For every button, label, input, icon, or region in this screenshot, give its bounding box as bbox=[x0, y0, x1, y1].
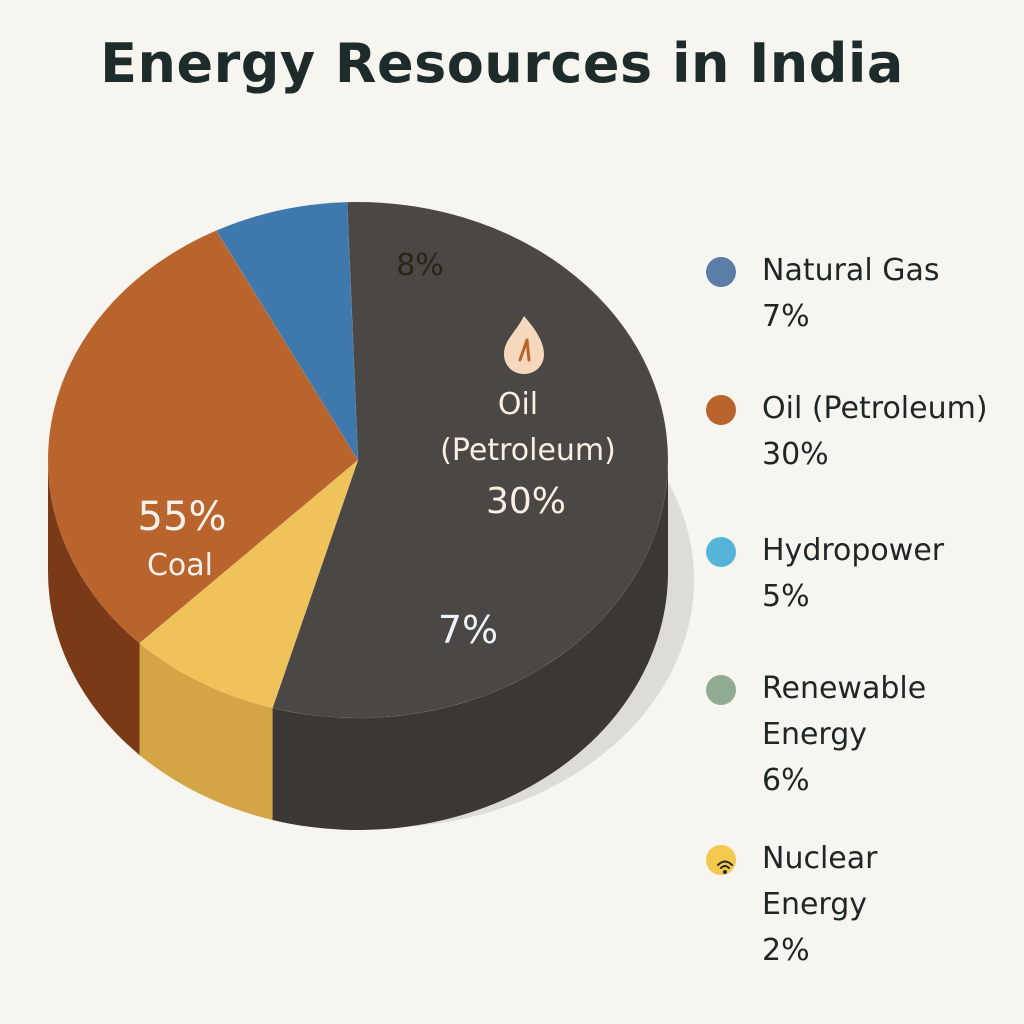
flame-icon bbox=[504, 316, 544, 374]
legend-swatch bbox=[706, 257, 736, 287]
legend-value: 5% bbox=[762, 579, 810, 614]
pie-slice-natural-gas bbox=[215, 201, 359, 462]
slice-label-coal-name: Coal bbox=[147, 548, 213, 583]
legend-name: Oil (Petroleum) bbox=[762, 391, 988, 426]
pie-slice-coal bbox=[271, 201, 669, 719]
pie-side-oil-petroleum- bbox=[47, 460, 140, 756]
slice-label-oil-line2: (Petroleum) bbox=[440, 433, 616, 468]
legend-name: Hydropower bbox=[762, 533, 945, 568]
legend-value: 30% bbox=[762, 437, 829, 472]
chart-title: Energy Resources in India bbox=[100, 32, 904, 95]
pie-slice-nuclear-energy bbox=[138, 458, 360, 709]
pie-side-coal bbox=[272, 460, 668, 830]
slice-label-gas-value: 7% bbox=[438, 608, 498, 652]
legend-value: 6% bbox=[762, 763, 810, 798]
slice-label-oil-value: 30% bbox=[486, 481, 566, 522]
legend-name: Energy bbox=[762, 717, 868, 752]
legend-swatch bbox=[706, 537, 736, 567]
legend-swatch bbox=[706, 395, 736, 425]
legend-swatch bbox=[706, 675, 736, 705]
pie-slice-oil-petroleum- bbox=[47, 229, 359, 644]
legend-value: 7% bbox=[762, 299, 810, 334]
radiation-icon bbox=[706, 845, 736, 875]
pie-side-nuclear-energy bbox=[139, 643, 273, 821]
slice-label-oil-line1: Oil bbox=[498, 387, 538, 422]
legend-name: Renewable bbox=[762, 671, 927, 706]
legend-name: Energy bbox=[762, 887, 868, 922]
slice-label-nuclear-value: 8% bbox=[396, 248, 444, 283]
legend-value: 2% bbox=[762, 933, 810, 968]
legend-name: Natural Gas bbox=[762, 253, 940, 288]
legend-name: Nuclear bbox=[762, 841, 878, 876]
slice-label-coal-value: 55% bbox=[138, 494, 227, 540]
